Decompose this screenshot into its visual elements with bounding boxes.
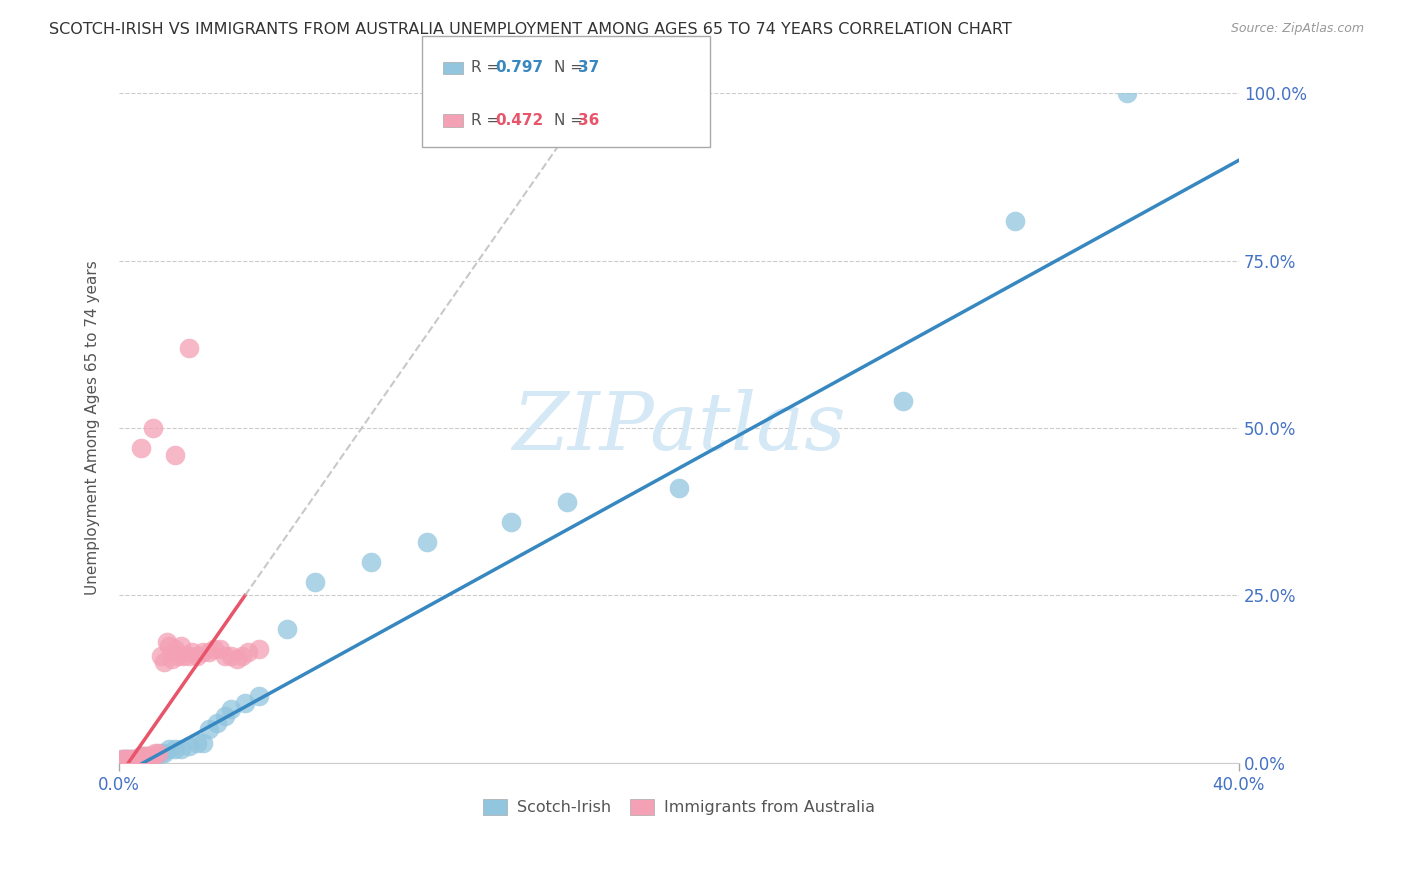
Text: 36: 36 [578,113,599,128]
Point [163,742,186,756]
Point [169,639,191,653]
Point [191,736,214,750]
Text: 0.472: 0.472 [495,113,543,128]
Point [156,635,179,649]
Text: 0.797: 0.797 [495,61,543,75]
Point [166,648,188,663]
Text: R =: R = [471,113,505,128]
Point [177,648,200,663]
Point [1004,213,1026,227]
Point [668,481,690,495]
Point [208,642,231,657]
Text: N =: N = [554,61,588,75]
Point [555,494,578,508]
Point [276,622,298,636]
Point [122,752,145,766]
Point [153,746,176,760]
Point [231,648,253,663]
Point [139,749,162,764]
Point [128,752,150,766]
Point [186,648,208,663]
Point [145,749,167,764]
Text: R =: R = [471,61,505,75]
Point [360,555,382,569]
Point [111,752,134,766]
Point [197,645,219,659]
Point [159,742,181,756]
Point [177,341,200,355]
Y-axis label: Unemployment Among Ages 65 to 74 years: Unemployment Among Ages 65 to 74 years [86,260,100,596]
Point [150,746,173,760]
Point [159,639,181,653]
Point [219,702,242,716]
Point [145,746,167,760]
Point [120,752,142,766]
Point [114,752,136,766]
Point [225,652,247,666]
Point [191,645,214,659]
Text: 37: 37 [578,61,599,75]
Legend: Scotch-Irish, Immigrants from Australia: Scotch-Irish, Immigrants from Australia [477,793,882,822]
Point [219,648,242,663]
Point [214,648,236,663]
Point [136,749,159,764]
Point [148,746,170,760]
Point [114,752,136,766]
Point [169,742,191,756]
Point [177,739,200,753]
Point [125,752,148,766]
Point [142,421,165,435]
Point [136,749,159,764]
Point [205,715,228,730]
Point [128,752,150,766]
Point [233,696,256,710]
Point [197,723,219,737]
Point [139,749,162,764]
Text: Source: ZipAtlas.com: Source: ZipAtlas.com [1230,22,1364,36]
Point [125,752,148,766]
Point [131,441,153,455]
Point [172,648,194,663]
Text: N =: N = [554,113,588,128]
Point [153,656,176,670]
Point [1115,87,1137,101]
Point [131,749,153,764]
Point [134,749,156,764]
Point [180,645,202,659]
Point [891,394,914,409]
Point [247,642,270,657]
Point [142,749,165,764]
Point [186,736,208,750]
Text: SCOTCH-IRISH VS IMMIGRANTS FROM AUSTRALIA UNEMPLOYMENT AMONG AGES 65 TO 74 YEARS: SCOTCH-IRISH VS IMMIGRANTS FROM AUSTRALI… [49,22,1012,37]
Point [236,645,259,659]
Point [117,752,139,766]
Point [202,642,225,657]
Point [117,752,139,766]
Point [134,749,156,764]
Point [214,709,236,723]
Text: ZIPatlas: ZIPatlas [512,389,845,467]
Point [499,515,522,529]
Point [162,652,184,666]
Point [163,642,186,657]
Point [304,575,326,590]
Point [111,752,134,766]
Point [150,648,173,663]
Point [247,689,270,703]
Point [120,752,142,766]
Point [416,534,439,549]
Point [142,749,165,764]
Point [131,749,153,764]
Point [163,448,186,462]
Point [122,752,145,766]
